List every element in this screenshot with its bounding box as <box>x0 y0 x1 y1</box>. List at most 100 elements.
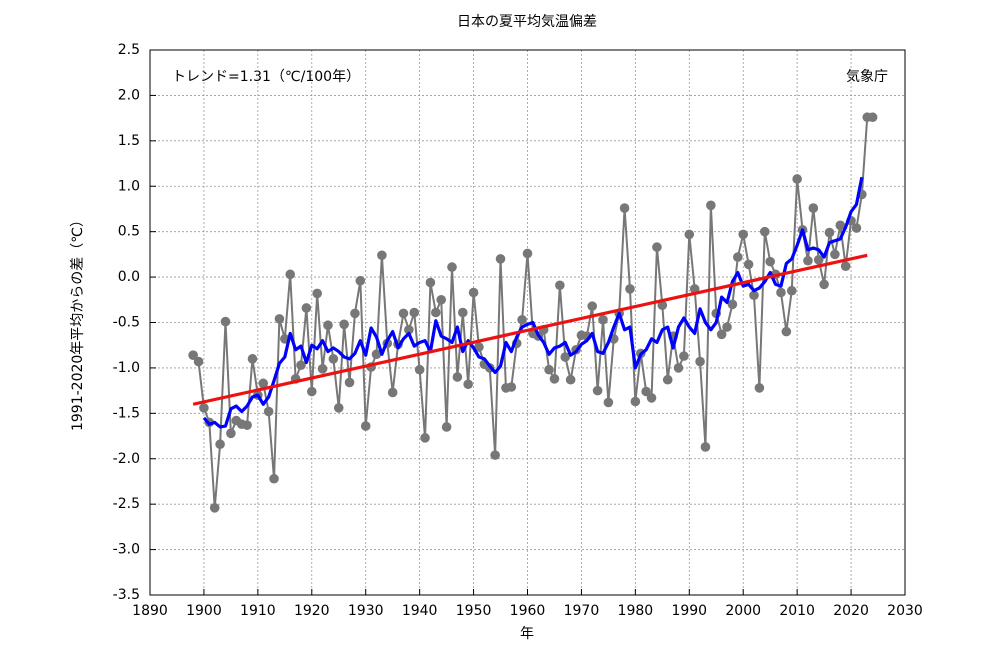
data-point <box>409 307 420 318</box>
y-axis-label: 1991-2020年平均からの差（℃） <box>70 213 86 431</box>
data-point <box>377 250 387 261</box>
data-point <box>495 254 506 264</box>
data-point <box>447 262 457 272</box>
data-point <box>209 503 220 513</box>
data-point <box>587 301 598 311</box>
data-point <box>749 290 759 301</box>
data-point <box>312 288 322 299</box>
data-point <box>474 342 484 352</box>
data-point <box>619 203 630 213</box>
y-tick-label: 2.5 <box>118 42 140 58</box>
data-point <box>490 450 500 460</box>
data-point <box>263 406 274 417</box>
data-point <box>781 326 792 337</box>
x-tick-label: 1990 <box>671 603 707 619</box>
data-point <box>317 364 328 374</box>
x-tick-label: 2000 <box>725 603 761 619</box>
data-point <box>679 351 689 361</box>
data-point <box>662 374 673 385</box>
data-point <box>404 324 414 335</box>
data-point <box>468 287 479 298</box>
data-point <box>706 200 716 211</box>
data-point <box>840 261 851 271</box>
x-tick-label: 2020 <box>833 603 869 619</box>
data-point <box>754 383 765 393</box>
data-point <box>657 300 668 311</box>
data-point <box>193 356 204 367</box>
y-tick-label: 2.0 <box>118 87 140 103</box>
data-point <box>457 307 468 318</box>
data-point <box>463 379 473 390</box>
y-tick-label: 1.5 <box>118 133 140 149</box>
data-point <box>517 314 527 325</box>
x-axis-label: 年 <box>520 626 534 642</box>
x-tick-label: 1910 <box>240 603 276 619</box>
data-point <box>625 284 635 294</box>
x-tick-label: 2010 <box>779 603 815 619</box>
y-tick-label: 1.0 <box>118 178 140 194</box>
data-point <box>813 255 824 265</box>
data-point <box>220 316 231 327</box>
data-point <box>673 363 684 373</box>
data-point <box>296 360 306 370</box>
data-point <box>565 374 576 385</box>
data-point <box>641 386 651 397</box>
data-point <box>792 174 802 184</box>
x-tick-label: 1960 <box>510 603 546 619</box>
data-point <box>199 403 209 413</box>
x-tick-label: 1920 <box>294 603 330 619</box>
data-point <box>301 303 312 313</box>
data-point <box>592 385 603 396</box>
data-point <box>738 229 749 240</box>
data-point <box>425 277 436 288</box>
x-tick-label: 1890 <box>132 603 168 619</box>
data-point <box>371 349 382 360</box>
trend-annotation: トレンド=1.31（℃/100年） <box>172 69 360 85</box>
data-point <box>808 203 819 213</box>
data-point <box>350 308 360 319</box>
data-point <box>274 314 285 324</box>
data-point <box>247 354 258 364</box>
y-tick-label: -1.0 <box>113 360 140 376</box>
data-point <box>652 242 662 252</box>
data-point <box>759 226 770 237</box>
x-tick-label: 1930 <box>348 603 384 619</box>
y-tick-label: 0.5 <box>118 224 140 240</box>
series-line <box>202 176 864 429</box>
data-point <box>452 372 463 382</box>
data-point <box>803 255 813 266</box>
data-point <box>544 364 554 375</box>
data-point <box>733 252 743 262</box>
data-point <box>630 396 641 407</box>
data-point <box>824 227 835 238</box>
data-point <box>549 374 560 384</box>
data-point <box>727 299 738 310</box>
data-point <box>215 439 225 450</box>
data-point <box>398 308 409 319</box>
x-tick-label: 1940 <box>402 603 438 619</box>
data-point <box>851 223 862 233</box>
data-point <box>333 403 344 413</box>
data-point <box>598 314 608 325</box>
data-point <box>285 269 296 280</box>
data-point <box>560 352 571 362</box>
x-tick-label: 2030 <box>887 603 923 619</box>
x-tick-label: 1970 <box>564 603 600 619</box>
y-tick-label: -2.0 <box>113 451 140 467</box>
data-point <box>436 294 447 305</box>
data-point <box>522 248 533 259</box>
y-tick-label: -0.5 <box>113 315 140 331</box>
data-point <box>646 393 657 403</box>
x-tick-label: 1900 <box>186 603 222 619</box>
data-point <box>339 319 349 330</box>
data-point <box>819 279 829 290</box>
data-point <box>323 320 333 331</box>
data-point <box>431 307 441 318</box>
data-point <box>765 256 775 267</box>
y-tick-label: 0.0 <box>118 269 140 285</box>
data-point <box>387 387 398 398</box>
data-point <box>695 356 705 367</box>
data-point <box>226 428 236 439</box>
chart-title: 日本の夏平均気温偏差 <box>457 14 597 30</box>
